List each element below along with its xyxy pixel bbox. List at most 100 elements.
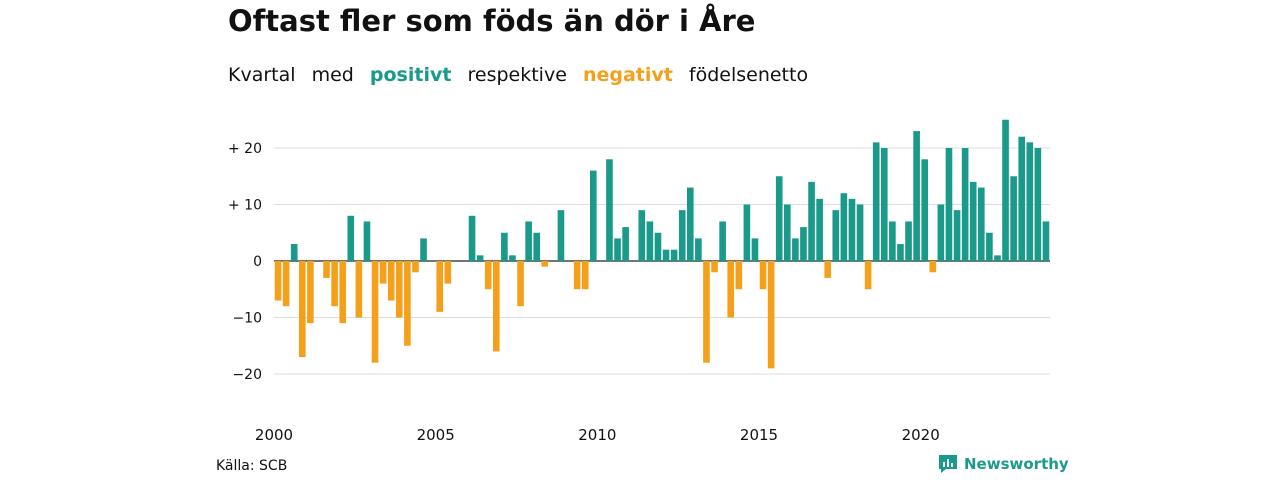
bar	[363, 221, 371, 261]
bar	[686, 187, 694, 261]
bar	[727, 261, 735, 318]
bar	[945, 148, 953, 261]
bar	[492, 261, 500, 352]
bar	[282, 261, 290, 307]
bar	[339, 261, 347, 324]
bar	[290, 244, 298, 261]
bar	[331, 261, 338, 307]
bar	[792, 238, 799, 261]
bar	[484, 261, 492, 290]
subtitle-positive-label: positivt	[369, 64, 452, 86]
bar	[759, 261, 767, 290]
bar	[420, 238, 427, 261]
bar	[1026, 142, 1034, 261]
bar	[848, 198, 856, 261]
x-tick-label: 2015	[740, 426, 778, 444]
bar	[517, 261, 524, 307]
bar	[719, 221, 726, 261]
subtitle-word: Kvartal	[228, 64, 296, 86]
subtitle-word: födelsenetto	[688, 64, 809, 86]
bar	[468, 215, 476, 261]
bar	[856, 204, 864, 261]
bar	[767, 261, 775, 369]
newsworthy-logo-icon	[939, 455, 957, 473]
bar	[355, 261, 363, 318]
x-tick-label: 2010	[578, 426, 616, 444]
bar	[775, 176, 783, 261]
bar	[929, 261, 937, 273]
bar	[533, 232, 541, 261]
bar	[622, 227, 629, 261]
bar	[395, 261, 403, 318]
y-tick-label: −20	[232, 367, 262, 383]
x-tick-label: 2020	[902, 426, 940, 444]
bar	[379, 261, 387, 284]
bar	[897, 244, 904, 261]
bar	[994, 255, 1001, 261]
bar	[589, 170, 597, 261]
bar	[1042, 221, 1050, 261]
bar	[986, 232, 993, 261]
subtitle-word: med	[311, 64, 354, 86]
bar	[509, 255, 516, 261]
x-tick-label: 2005	[417, 426, 455, 444]
bar	[703, 261, 710, 363]
bar	[581, 261, 589, 290]
chart-subtitle: Kvartal med positivt respektive negativt…	[228, 64, 818, 86]
bar	[735, 261, 743, 290]
bar	[274, 261, 282, 301]
y-tick-label: + 10	[228, 198, 262, 214]
bar	[1018, 136, 1026, 261]
bar	[961, 148, 969, 261]
subtitle-word: respektive	[467, 64, 567, 86]
bar	[1010, 176, 1017, 261]
brand-name: Newsworthy	[964, 455, 1069, 473]
bar	[646, 221, 654, 261]
bar	[573, 261, 581, 290]
bar	[501, 232, 508, 261]
bar	[541, 261, 549, 267]
bar	[977, 187, 985, 261]
bar	[347, 215, 355, 261]
brand-logo: Newsworthy	[938, 454, 1069, 474]
bar	[444, 261, 452, 284]
chart-title: Oftast fler som föds än dör i Åre	[228, 4, 756, 38]
bar	[824, 261, 832, 278]
bar	[872, 142, 880, 261]
bar	[905, 221, 912, 261]
bar	[880, 148, 888, 261]
bar	[800, 227, 807, 261]
y-tick-label: 0	[253, 254, 262, 270]
bar	[614, 238, 621, 261]
bar	[307, 261, 314, 324]
y-tick-label: + 20	[228, 141, 262, 157]
bar	[412, 261, 419, 273]
bar	[808, 181, 815, 261]
bar	[476, 255, 484, 261]
bar	[864, 261, 872, 290]
source-label: Källa: SCB	[216, 458, 288, 474]
bar	[387, 261, 395, 301]
bar	[662, 249, 670, 261]
bar	[371, 261, 379, 363]
bar	[436, 261, 444, 312]
bar	[816, 198, 823, 261]
bar	[969, 181, 977, 261]
bar	[323, 261, 330, 278]
x-tick-label: 2000	[255, 426, 293, 444]
bar	[638, 210, 646, 261]
bar	[606, 159, 613, 261]
bar	[711, 261, 718, 273]
bar	[404, 261, 411, 346]
bar	[678, 210, 686, 261]
bar	[557, 210, 565, 261]
bar	[525, 221, 532, 261]
bar	[889, 221, 896, 261]
bar	[654, 232, 662, 261]
bar	[743, 204, 751, 261]
bar	[1034, 148, 1042, 261]
bar	[953, 210, 961, 261]
bar	[921, 159, 929, 261]
bar	[840, 193, 848, 261]
